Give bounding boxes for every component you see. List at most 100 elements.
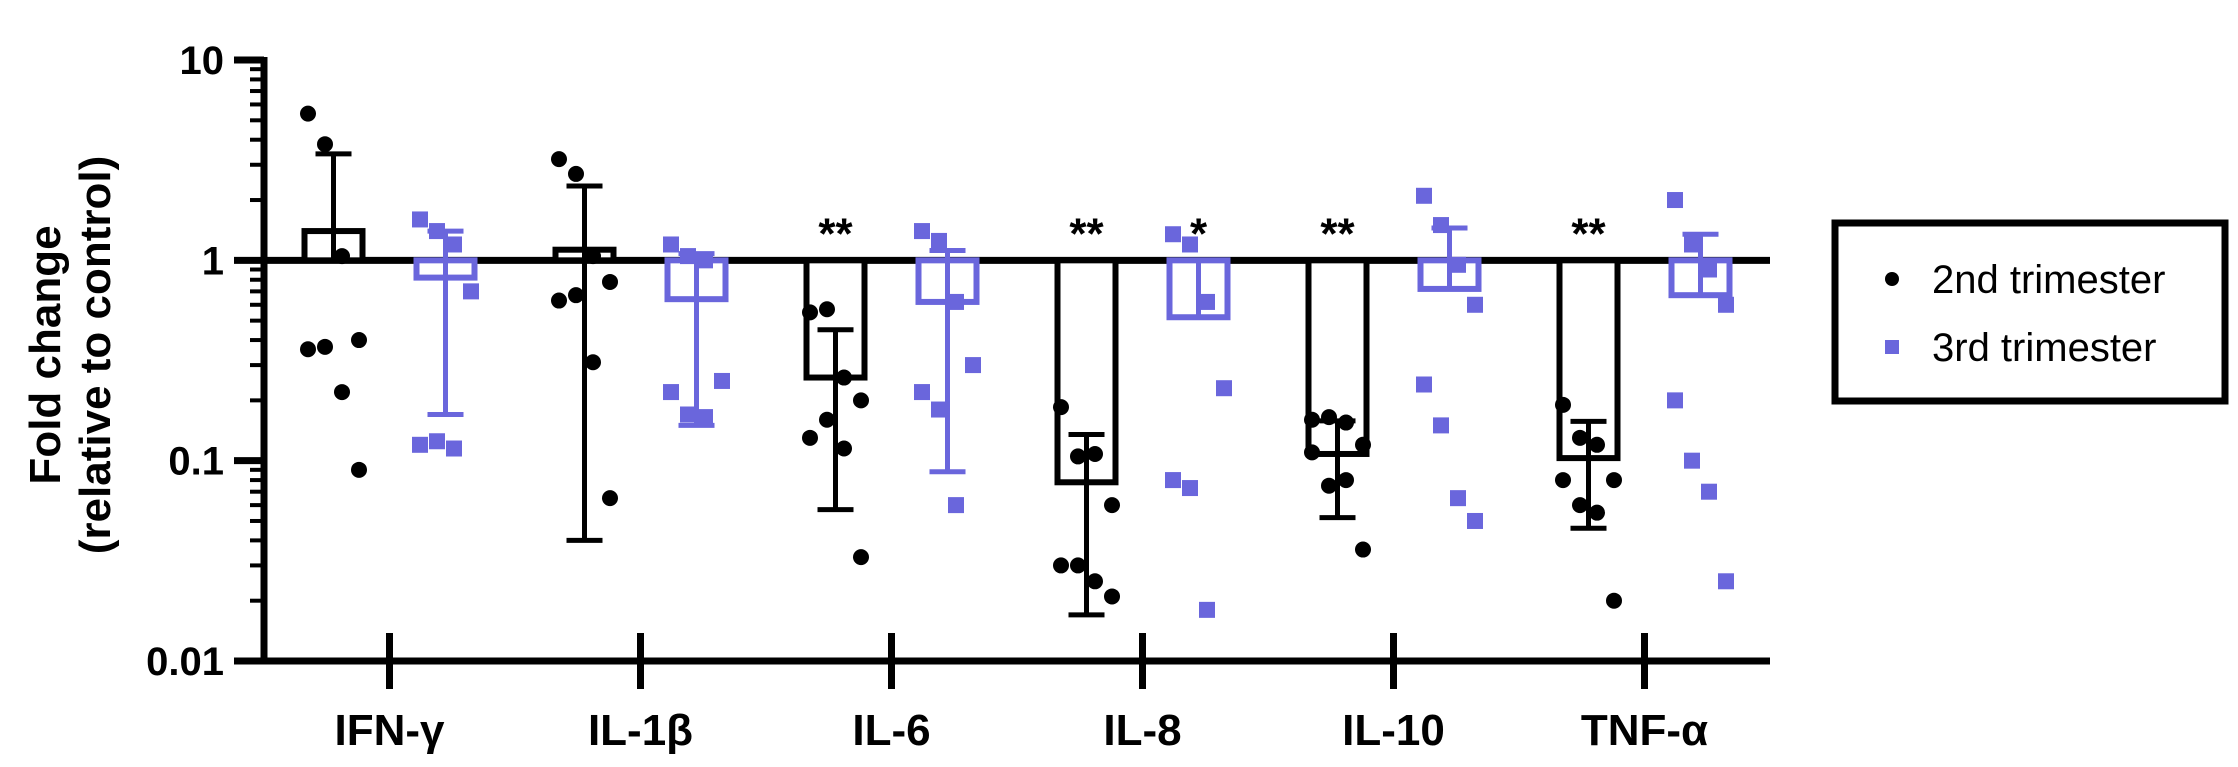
- point-2nd-trimester: [1304, 444, 1320, 461]
- point-2nd-trimester: [1053, 399, 1069, 416]
- point-3rd-trimester: [1718, 573, 1734, 590]
- point-2nd-trimester: [551, 292, 567, 309]
- y-tick-label: 0.1: [168, 440, 224, 484]
- point-3rd-trimester: [1416, 187, 1432, 204]
- point-2nd-trimester: [819, 301, 835, 318]
- point-2nd-trimester: [334, 384, 350, 401]
- point-2nd-trimester: [568, 165, 584, 182]
- point-2nd-trimester: [1355, 436, 1371, 453]
- axes: 10 1 0.1 0.01: [146, 39, 1770, 689]
- point-2nd-trimester: [836, 440, 852, 457]
- point-3rd-trimester: [948, 497, 964, 514]
- labels: IFN-γ IL-1β IL-6 IL-8 IL-10 TNF-α** ** * ** **: [335, 209, 1709, 755]
- point-3rd-trimester: [714, 372, 730, 389]
- y-tick-label: 10: [180, 39, 225, 83]
- point-2nd-trimester: [1070, 448, 1086, 465]
- point-2nd-trimester: [317, 136, 333, 153]
- x-tick-label: IFN-γ: [335, 706, 446, 755]
- bars: [301, 151, 1733, 618]
- point-2nd-trimester: [1338, 472, 1354, 489]
- point-3rd-trimester: [1701, 261, 1717, 278]
- point-2nd-trimester: [1053, 557, 1069, 574]
- y-axis-title-line2: (relative to control): [71, 156, 120, 555]
- point-2nd-trimester: [317, 338, 333, 355]
- point-3rd-trimester: [697, 252, 713, 269]
- point-3rd-trimester: [680, 406, 696, 423]
- point-3rd-trimester: [446, 236, 462, 253]
- point-3rd-trimester: [663, 236, 679, 253]
- point-3rd-trimester: [429, 223, 445, 240]
- point-3rd-trimester: [914, 384, 930, 401]
- y-tick-label: 0.01: [146, 640, 224, 684]
- x-tick-label: IL-6: [852, 706, 930, 755]
- point-3rd-trimester: [446, 440, 462, 457]
- point-2nd-trimester: [568, 287, 584, 304]
- point-3rd-trimester: [931, 401, 947, 418]
- point-2nd-trimester: [585, 248, 601, 265]
- significance-marker: **: [1320, 209, 1355, 258]
- point-3rd-trimester: [1182, 480, 1198, 497]
- legend-marker-2nd-trimester: [1885, 272, 1899, 286]
- point-3rd-trimester: [1416, 376, 1432, 393]
- point-3rd-trimester: [1718, 296, 1734, 313]
- point-2nd-trimester: [1087, 445, 1103, 462]
- x-tick-label: IL-1β: [588, 706, 693, 755]
- point-2nd-trimester: [853, 549, 869, 566]
- data-points: [300, 105, 1734, 618]
- point-2nd-trimester: [334, 248, 350, 265]
- point-2nd-trimester: [1555, 396, 1571, 413]
- point-2nd-trimester: [1104, 588, 1120, 605]
- point-3rd-trimester: [412, 211, 428, 228]
- point-2nd-trimester: [300, 105, 316, 122]
- point-2nd-trimester: [300, 341, 316, 358]
- point-2nd-trimester: [819, 411, 835, 428]
- legend-label-3rd-trimester: 3rd trimester: [1932, 326, 2157, 370]
- point-2nd-trimester: [1555, 472, 1571, 489]
- point-3rd-trimester: [965, 357, 981, 374]
- point-2nd-trimester: [1572, 497, 1588, 514]
- significance-marker: *: [1190, 209, 1208, 258]
- y-axis-title: Fold change (relative to control): [21, 156, 120, 555]
- point-2nd-trimester: [1321, 477, 1337, 494]
- point-2nd-trimester: [1606, 472, 1622, 489]
- point-2nd-trimester: [1087, 573, 1103, 590]
- point-2nd-trimester: [1304, 411, 1320, 428]
- significance-marker: **: [818, 209, 853, 258]
- point-2nd-trimester: [351, 461, 367, 478]
- point-3rd-trimester: [1667, 392, 1683, 409]
- point-3rd-trimester: [412, 436, 428, 453]
- point-3rd-trimester: [1684, 236, 1700, 253]
- point-3rd-trimester: [463, 283, 479, 300]
- point-3rd-trimester: [1165, 226, 1181, 243]
- point-2nd-trimester: [1321, 409, 1337, 426]
- x-tick-label: IL-10: [1342, 706, 1445, 755]
- point-2nd-trimester: [802, 304, 818, 321]
- point-2nd-trimester: [802, 429, 818, 446]
- point-2nd-trimester: [1572, 429, 1588, 446]
- point-3rd-trimester: [1216, 380, 1232, 397]
- point-2nd-trimester: [585, 354, 601, 371]
- point-2nd-trimester: [836, 369, 852, 386]
- point-3rd-trimester: [948, 293, 964, 310]
- point-2nd-trimester: [1070, 557, 1086, 574]
- point-2nd-trimester: [1589, 504, 1605, 521]
- significance-marker: **: [1571, 209, 1606, 258]
- x-tick-label: IL-8: [1103, 706, 1181, 755]
- point-3rd-trimester: [1450, 490, 1466, 507]
- point-3rd-trimester: [1701, 483, 1717, 500]
- point-2nd-trimester: [351, 332, 367, 349]
- point-3rd-trimester: [1433, 417, 1449, 434]
- legend-label-2nd-trimester: 2nd trimester: [1932, 258, 2165, 302]
- y-axis-title-line1: Fold change: [21, 225, 70, 484]
- point-2nd-trimester: [1606, 592, 1622, 609]
- y-tick-label: 1: [202, 239, 224, 283]
- point-3rd-trimester: [914, 223, 930, 240]
- point-2nd-trimester: [1355, 541, 1371, 558]
- point-2nd-trimester: [1338, 414, 1354, 431]
- point-3rd-trimester: [1667, 192, 1683, 209]
- point-3rd-trimester: [931, 232, 947, 249]
- legend: 2nd trimester 3rd trimester: [1831, 219, 2229, 405]
- point-3rd-trimester: [1182, 236, 1198, 253]
- point-2nd-trimester: [602, 273, 618, 290]
